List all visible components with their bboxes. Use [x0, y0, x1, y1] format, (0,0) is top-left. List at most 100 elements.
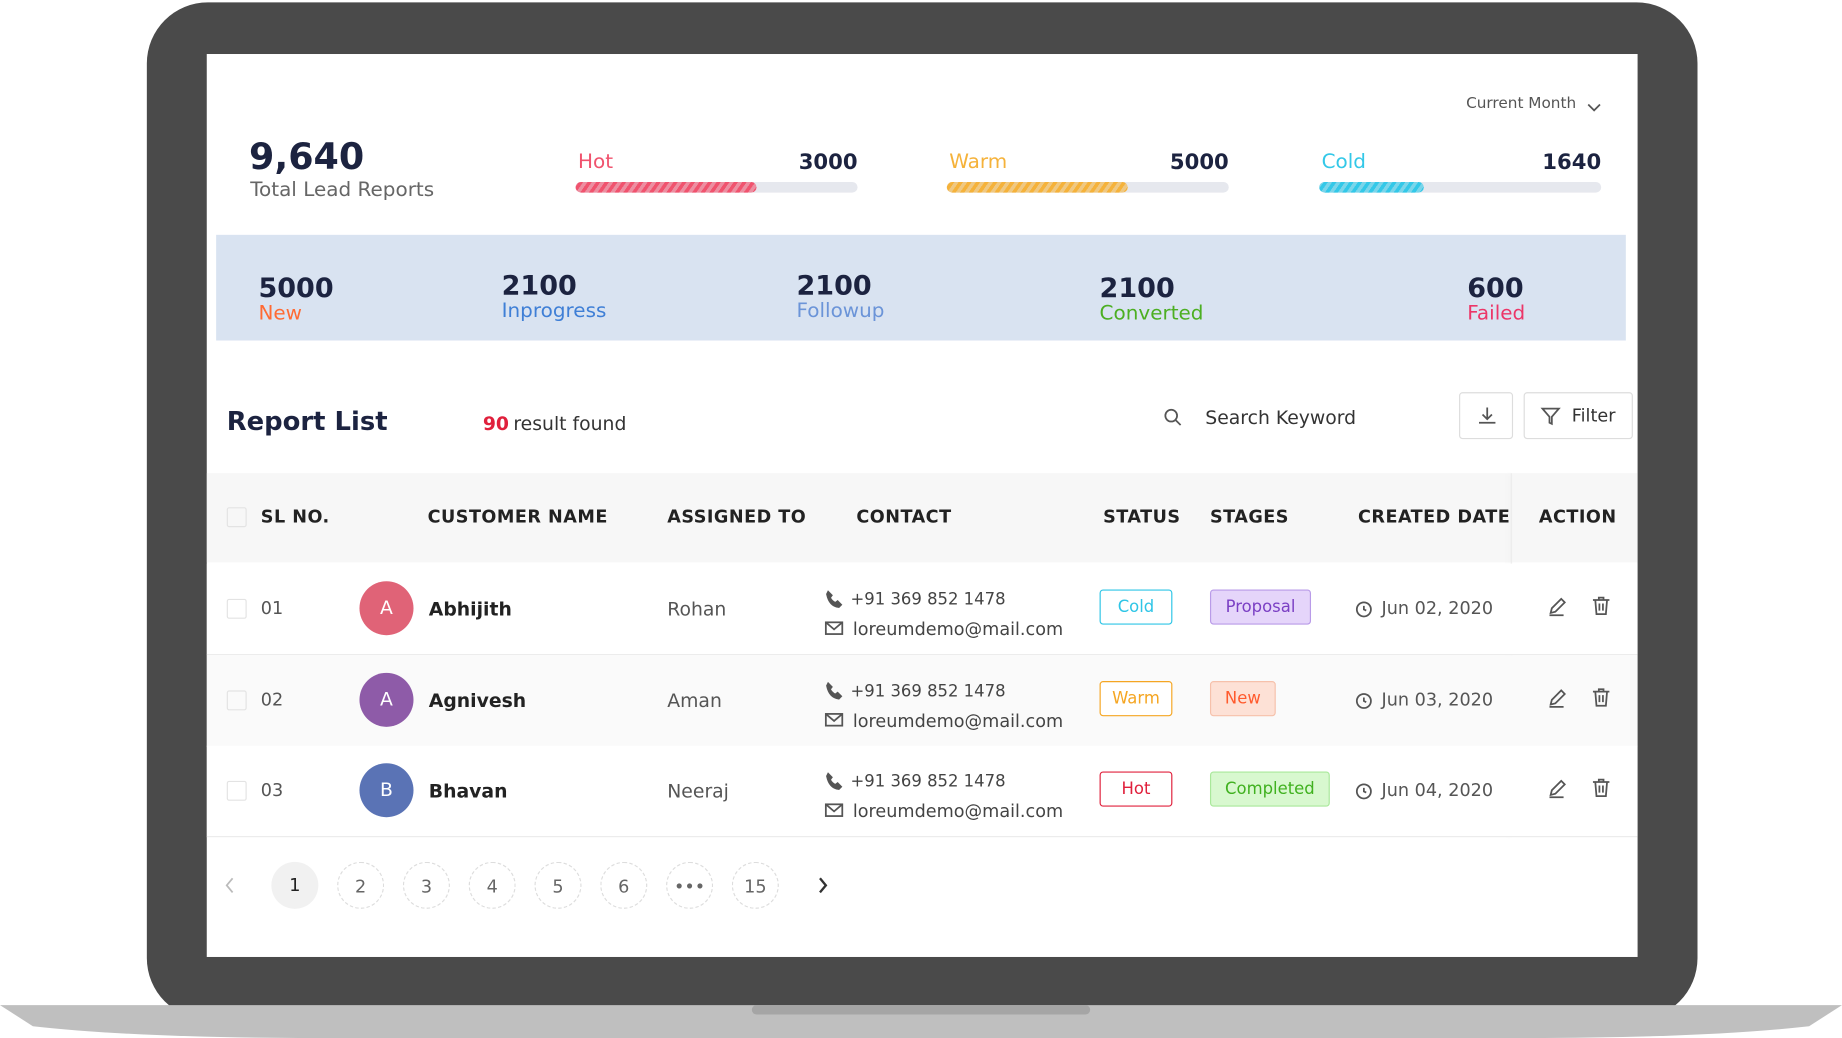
- filter-icon[interactable]: [1539, 404, 1562, 427]
- phone: +91 369 852 1478: [850, 681, 1006, 701]
- column-header: ACTION: [1538, 506, 1617, 528]
- status-badge: Warm: [1099, 680, 1173, 716]
- checkbox[interactable]: [226, 780, 247, 801]
- summary-value: 5000: [258, 273, 334, 305]
- result-text: result found: [513, 412, 627, 435]
- email: loreumdemo@mail.com: [852, 800, 1064, 822]
- edit-icon[interactable]: [1546, 776, 1569, 799]
- sl-no: 01: [260, 597, 284, 619]
- phone: +91 369 852 1478: [850, 590, 1006, 610]
- mail-icon: [822, 707, 845, 730]
- email: loreumdemo@mail.com: [852, 618, 1064, 640]
- avatar: A: [359, 581, 414, 636]
- summary-value: 2100: [796, 271, 872, 302]
- customer-name: Abhijith: [428, 597, 512, 620]
- page-button[interactable]: 2: [337, 861, 385, 909]
- table-row: [206, 745, 1638, 838]
- edit-icon[interactable]: [1546, 685, 1569, 708]
- page-button[interactable]: 6: [600, 861, 648, 909]
- customer-name: Bhavan: [428, 779, 508, 802]
- edit-icon[interactable]: [1546, 594, 1569, 617]
- delete-icon[interactable]: [1589, 685, 1612, 708]
- summary-label: Failed: [1467, 301, 1526, 326]
- phone: +91 369 852 1478: [850, 772, 1006, 792]
- prev-page[interactable]: [219, 874, 242, 897]
- avatar: B: [359, 763, 414, 818]
- table-header-bg: [206, 473, 1638, 563]
- progress-bar: [575, 182, 858, 193]
- filter-label[interactable]: Filter: [1571, 405, 1616, 427]
- clock-icon: [1352, 780, 1375, 803]
- summary-label: Inprogress: [501, 299, 607, 323]
- temperature-label: Warm: [949, 150, 1008, 174]
- result-count: 90: [482, 412, 509, 435]
- filter-button[interactable]: [1523, 392, 1633, 440]
- progress-bar: [1319, 182, 1602, 193]
- summary-label: Followup: [796, 299, 885, 323]
- search-icon: [1162, 406, 1185, 429]
- total: 9,640: [249, 136, 365, 179]
- mail-icon: [822, 798, 845, 821]
- period-select[interactable]: Current Month: [1466, 95, 1577, 113]
- progress-bar: [946, 182, 1229, 193]
- status-badge: Hot: [1099, 771, 1173, 807]
- download-icon[interactable]: [1475, 404, 1498, 427]
- email: loreumdemo@mail.com: [852, 709, 1064, 731]
- summary-value: 600: [1467, 273, 1524, 305]
- phone-icon: [822, 679, 845, 702]
- total-label: Total Lead Reports: [250, 178, 435, 202]
- column-header: CUSTOMER NAME: [427, 506, 608, 528]
- stage-badge: New: [1209, 680, 1276, 716]
- table-row: [206, 563, 1638, 656]
- search-input[interactable]: Search Keyword: [1205, 406, 1357, 429]
- page-button[interactable]: 1: [271, 861, 319, 909]
- progress-fill: [575, 182, 757, 193]
- table-row: [206, 654, 1638, 747]
- summary-label: New: [258, 301, 303, 326]
- summary-value: 2100: [501, 271, 577, 302]
- mail-icon: [822, 616, 845, 639]
- sl-no: 03: [260, 779, 284, 801]
- page-button[interactable]: 4: [468, 861, 516, 909]
- column-header: ASSIGNED TO: [667, 506, 807, 528]
- temperature-value: 3000: [798, 150, 858, 175]
- progress-fill: [946, 182, 1128, 193]
- column-header: STAGES: [1209, 506, 1289, 528]
- created-date: Jun 02, 2020: [1381, 597, 1494, 619]
- page-button[interactable]: 5: [534, 861, 582, 909]
- temperature-label: Cold: [1321, 150, 1366, 174]
- screen: Current Month 9,640 Total Lead Reports Hot 3…: [206, 54, 1638, 957]
- summary-value: 2100: [1099, 273, 1175, 305]
- clock-icon: [1352, 689, 1375, 712]
- stage-badge: Completed: [1209, 771, 1330, 807]
- status-badge: Cold: [1099, 589, 1173, 625]
- column-header: CONTACT: [856, 506, 952, 528]
- customer-name: Agnivesh: [428, 688, 527, 711]
- temperature-value: 5000: [1169, 150, 1229, 175]
- column-header: SL NO.: [260, 506, 330, 528]
- chevron[interactable]: [1582, 95, 1605, 118]
- assigned-to: Rohan: [667, 597, 727, 620]
- assigned-to: Aman: [667, 688, 722, 711]
- next-page[interactable]: [811, 874, 834, 897]
- checkbox[interactable]: [226, 598, 247, 619]
- page-button[interactable]: •••: [666, 861, 714, 909]
- page-button[interactable]: 15: [731, 861, 779, 909]
- temperature-label: Hot: [577, 150, 614, 174]
- stage-badge: Proposal: [1209, 589, 1312, 625]
- list-title: Report List: [226, 407, 388, 437]
- checkbox[interactable]: [226, 689, 247, 710]
- progress-fill: [1319, 182, 1424, 193]
- page-button[interactable]: 3: [402, 861, 450, 909]
- column-header: CREATED DATE: [1357, 506, 1511, 528]
- clock-icon: [1352, 598, 1375, 621]
- delete-icon[interactable]: [1589, 594, 1612, 617]
- column-header: STATUS: [1103, 506, 1181, 528]
- download-button[interactable]: [1459, 392, 1514, 440]
- created-date: Jun 03, 2020: [1381, 688, 1494, 710]
- delete-icon[interactable]: [1589, 776, 1612, 799]
- phone-icon: [822, 770, 845, 793]
- checkbox[interactable]: [226, 507, 247, 528]
